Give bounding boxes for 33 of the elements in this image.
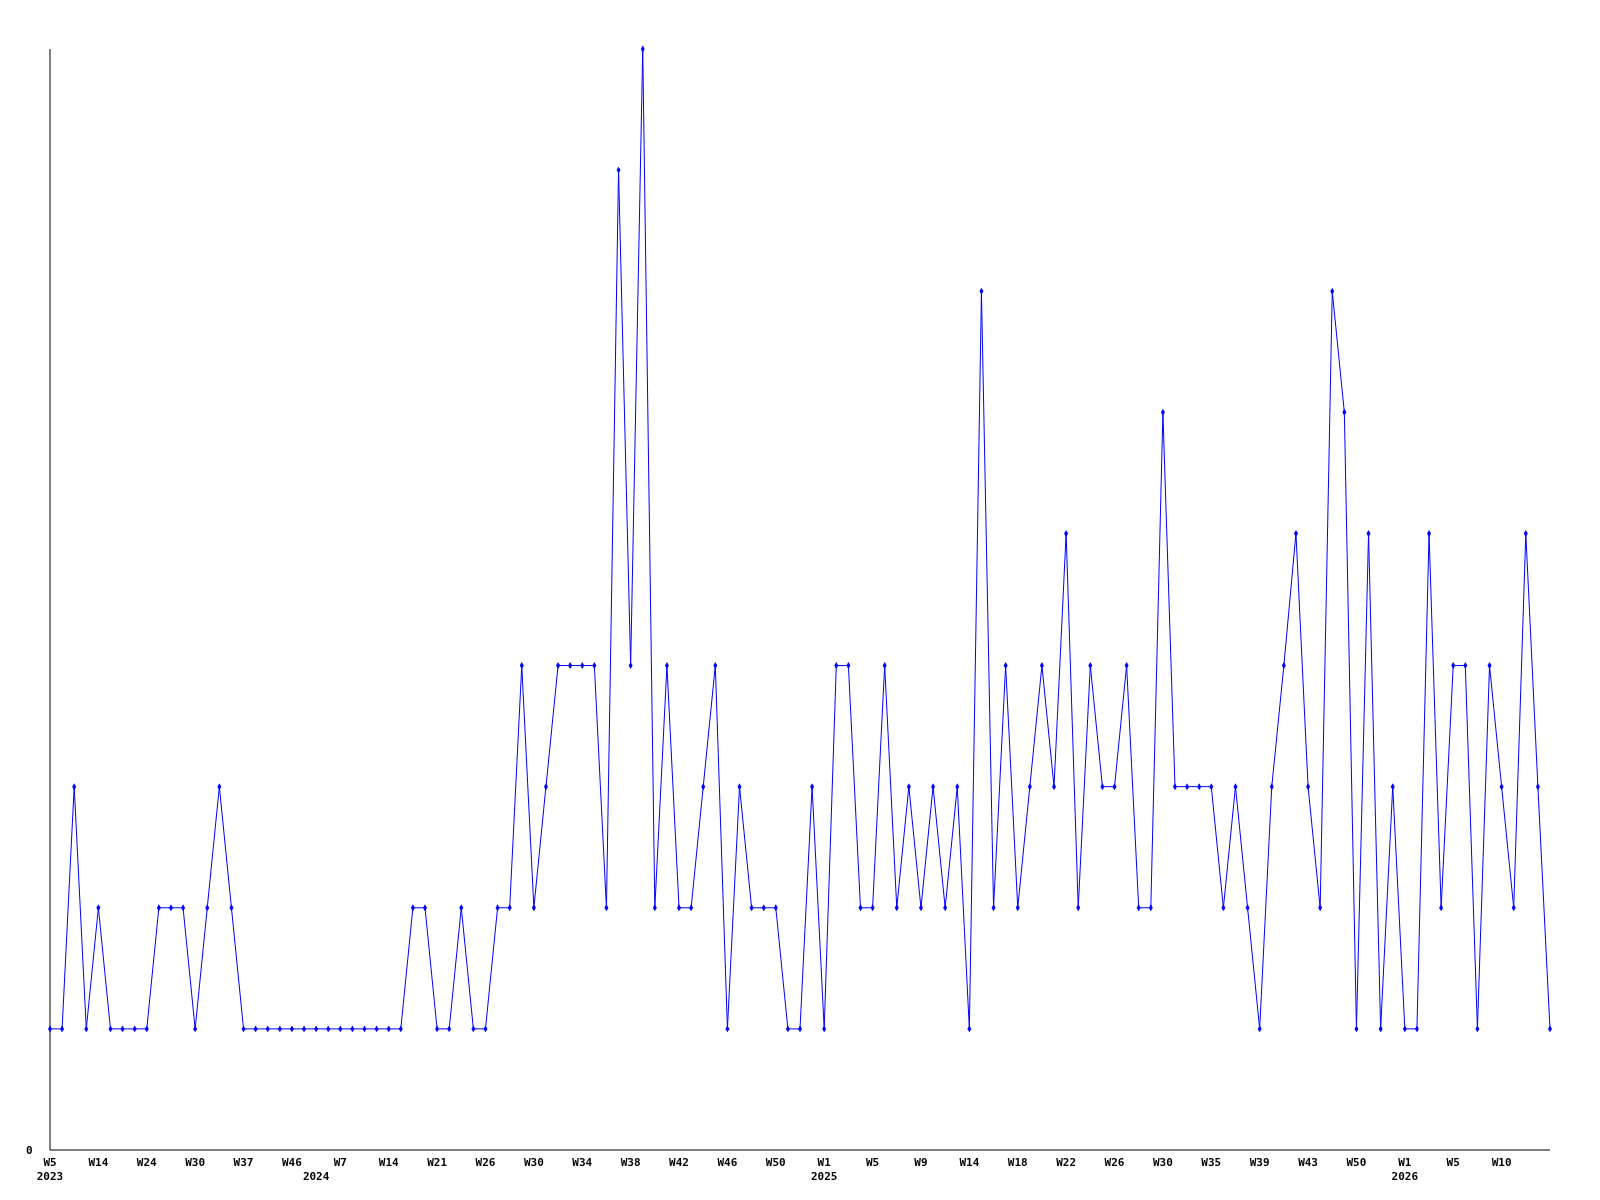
x-tick-label: W30: [523, 1156, 544, 1169]
x-tick-label: W21: [427, 1156, 448, 1169]
x-tick-label: W18: [1007, 1156, 1028, 1169]
x-tick-label: W14: [378, 1156, 400, 1169]
x-tick-label: 2024: [302, 1170, 330, 1183]
x-tick-label: W24: [136, 1156, 158, 1169]
x-tick-label: W30: [1152, 1156, 1173, 1169]
x-tick-label: W1 2025: [810, 1156, 838, 1183]
x-tick-label: W5 2023: [36, 1156, 64, 1183]
x-tick-label: W1 2026: [1391, 1156, 1419, 1183]
x-tick-label: W35: [1201, 1156, 1222, 1169]
x-tick-label: W9: [914, 1156, 928, 1169]
x-tick-label: W14: [959, 1156, 980, 1169]
x-tick-label: W14: [88, 1156, 109, 1169]
x-tick-label: W22: [1056, 1156, 1077, 1169]
x-tick-label: W26: [475, 1156, 496, 1169]
x-tick-label: W39: [1249, 1156, 1270, 1169]
x-tick-label: W37: [233, 1156, 254, 1169]
x-tick-label: W50: [765, 1156, 786, 1169]
x-tick-label: W7: [333, 1156, 347, 1169]
x-tick-label: W30: [185, 1156, 206, 1169]
x-tick-label: W26: [1104, 1156, 1125, 1169]
x-tick-label: W38: [620, 1156, 641, 1169]
x-tick-label: W5: [865, 1156, 880, 1169]
x-tick-label: W43: [1298, 1156, 1318, 1169]
x-tick-label: W5: [1446, 1156, 1460, 1169]
text: 0: [26, 1144, 33, 1157]
x-tick-label: W46: [717, 1156, 738, 1169]
x-tick-label: W34: [572, 1156, 593, 1169]
x-tick-label: W50: [1346, 1156, 1367, 1169]
x-tick-label: W42: [669, 1156, 689, 1169]
x-tick-label: W46: [282, 1156, 303, 1169]
x-tick-label: W10: [1491, 1156, 1512, 1169]
